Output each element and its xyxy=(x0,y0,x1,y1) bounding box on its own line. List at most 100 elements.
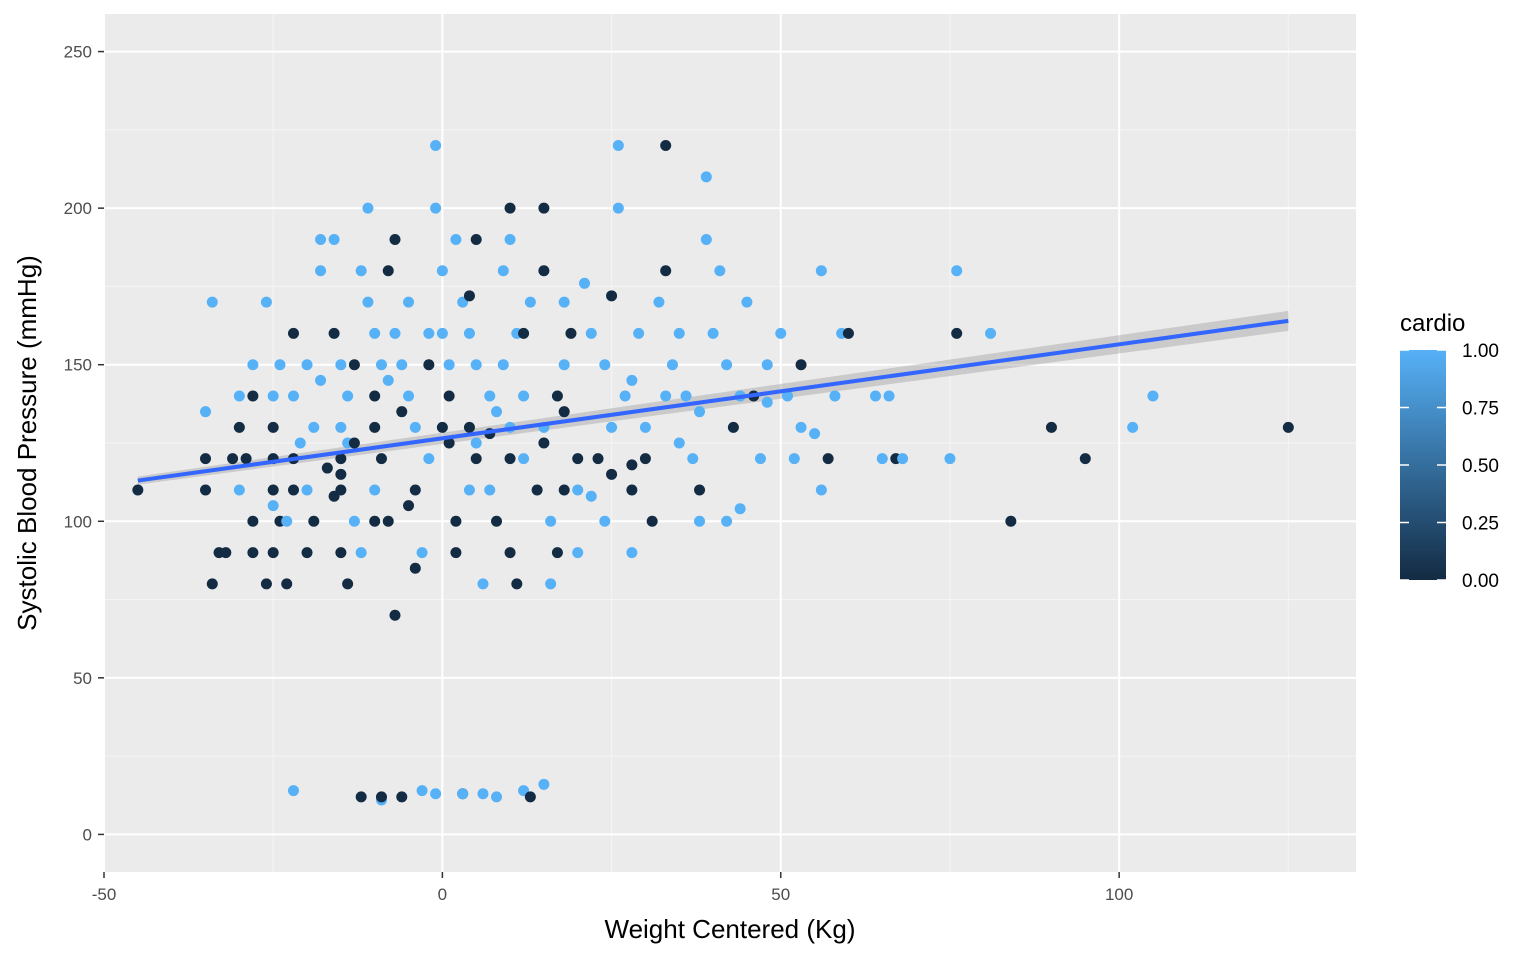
data-point xyxy=(477,578,489,590)
data-point xyxy=(612,202,624,214)
data-point xyxy=(538,202,550,214)
data-point xyxy=(463,327,475,339)
data-point xyxy=(396,791,408,803)
data-point xyxy=(842,327,854,339)
data-point xyxy=(267,500,279,512)
x-axis: -50 0 50 100 xyxy=(92,872,1133,904)
data-point xyxy=(301,359,313,371)
data-point xyxy=(558,406,570,418)
data-point xyxy=(335,421,347,433)
data-point xyxy=(606,421,618,433)
data-point xyxy=(463,421,475,433)
data-point xyxy=(788,453,800,465)
data-point xyxy=(233,421,245,433)
data-point xyxy=(524,791,536,803)
data-point xyxy=(721,359,733,371)
data-point xyxy=(348,359,360,371)
data-point xyxy=(267,547,279,559)
data-point xyxy=(951,327,963,339)
data-point xyxy=(504,233,516,245)
x-tick-label: -50 xyxy=(92,885,117,904)
legend-tick-label: 0.00 xyxy=(1462,571,1499,592)
data-point xyxy=(497,359,509,371)
data-point xyxy=(572,484,584,496)
data-point xyxy=(321,462,333,474)
x-axis-title: Weight Centered (Kg) xyxy=(605,914,856,944)
data-point xyxy=(362,202,374,214)
legend: cardio 0.00 0.25 0.50 0.75 1.00 xyxy=(1400,310,1499,592)
data-point xyxy=(267,484,279,496)
data-point xyxy=(870,390,882,402)
data-point xyxy=(558,359,570,371)
y-tick-label: 50 xyxy=(73,669,92,688)
data-point xyxy=(375,359,387,371)
data-point xyxy=(220,547,232,559)
data-point xyxy=(626,374,638,386)
data-point xyxy=(375,453,387,465)
data-point xyxy=(673,327,685,339)
data-point xyxy=(1079,453,1091,465)
data-point xyxy=(626,459,638,471)
data-point xyxy=(795,421,807,433)
data-point xyxy=(315,374,327,386)
data-point xyxy=(328,327,340,339)
data-point xyxy=(585,490,597,502)
data-point xyxy=(450,547,462,559)
data-point xyxy=(396,359,408,371)
data-point xyxy=(626,547,638,559)
data-point xyxy=(369,421,381,433)
data-point xyxy=(524,296,536,308)
data-point xyxy=(883,390,895,402)
data-point xyxy=(375,791,387,803)
data-point xyxy=(233,390,245,402)
data-point xyxy=(457,788,469,800)
data-point xyxy=(430,202,442,214)
data-point xyxy=(700,171,712,183)
data-point xyxy=(436,421,448,433)
x-tick-label: 50 xyxy=(771,885,790,904)
data-point xyxy=(680,390,692,402)
data-point xyxy=(369,327,381,339)
data-point xyxy=(578,277,590,289)
data-point xyxy=(829,390,841,402)
data-point xyxy=(1045,421,1057,433)
data-point xyxy=(335,484,347,496)
data-point xyxy=(463,290,475,302)
data-point xyxy=(944,453,956,465)
data-point xyxy=(538,778,550,790)
data-point xyxy=(389,609,401,621)
data-point xyxy=(423,359,435,371)
data-point xyxy=(355,547,367,559)
data-point xyxy=(775,327,787,339)
data-point xyxy=(335,359,347,371)
legend-title: cardio xyxy=(1400,310,1465,337)
data-point xyxy=(409,562,421,574)
data-point xyxy=(761,396,773,408)
data-point xyxy=(206,296,218,308)
data-point xyxy=(1147,390,1159,402)
data-point xyxy=(565,327,577,339)
data-point xyxy=(538,437,550,449)
data-point xyxy=(491,406,503,418)
data-point xyxy=(260,578,272,590)
data-point xyxy=(511,578,523,590)
y-tick-label: 150 xyxy=(64,356,92,375)
y-tick-label: 200 xyxy=(64,199,92,218)
data-point xyxy=(734,503,746,515)
data-point xyxy=(497,265,509,277)
data-point xyxy=(274,359,286,371)
data-point xyxy=(416,547,428,559)
y-tick-label: 250 xyxy=(64,43,92,62)
data-point xyxy=(443,390,455,402)
data-point xyxy=(267,421,279,433)
data-point xyxy=(260,296,272,308)
data-point xyxy=(470,233,482,245)
data-point xyxy=(558,484,570,496)
data-point xyxy=(200,484,212,496)
data-point xyxy=(754,453,766,465)
data-point xyxy=(281,515,293,527)
data-point xyxy=(200,453,212,465)
data-point xyxy=(227,453,239,465)
y-tick-label: 0 xyxy=(83,825,92,844)
